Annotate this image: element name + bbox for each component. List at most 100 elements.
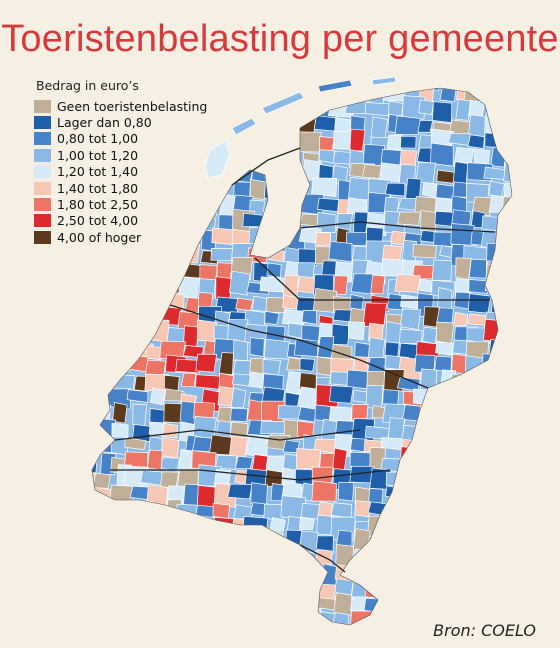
municipality [412,243,437,259]
municipality [92,354,101,373]
municipality [265,297,286,313]
municipality [297,248,319,267]
municipality [328,240,353,263]
municipality [473,472,490,489]
municipality [499,581,512,595]
legend-label: 1,20 tot 1,40 [57,164,139,180]
municipality [193,567,215,586]
municipality [195,504,216,518]
municipality [370,274,386,295]
municipality [435,500,460,521]
municipality [366,550,392,570]
legend-label: 4,00 of hoger [57,229,142,245]
municipality [345,231,369,247]
municipality [91,67,116,84]
municipality [416,464,434,487]
municipality [316,356,334,377]
municipality [92,195,98,211]
legend-title: Bedrag in euro’s [36,78,139,93]
municipality [276,591,303,615]
municipality [456,387,474,404]
municipality [266,111,287,136]
municipality [131,272,150,294]
island-schiermonnikoog [371,76,397,86]
municipality [131,582,149,599]
municipality [115,319,133,342]
municipality [230,545,247,567]
municipality [249,178,267,200]
municipality [195,72,217,87]
municipality [163,244,187,264]
municipality [435,341,454,356]
municipality [433,390,459,410]
municipality [113,88,129,89]
municipality [503,306,512,326]
municipality [164,209,183,229]
municipality [472,479,492,502]
legend-label: 1,40 tot 1,80 [57,180,139,196]
municipality [161,134,185,152]
municipality [486,407,512,424]
municipality [198,112,217,134]
municipality [173,545,200,569]
municipality [279,75,300,88]
municipality [141,277,167,298]
municipality [180,235,197,248]
municipality [484,435,502,451]
legend-swatch [34,165,51,179]
municipality [420,519,437,534]
municipality [145,345,162,361]
municipality [332,447,348,471]
municipality [160,147,180,166]
municipality [503,485,512,504]
municipality [146,160,167,181]
municipality [435,321,455,345]
municipality [283,584,300,600]
municipality [184,131,201,147]
municipality [96,534,114,552]
municipality [503,161,512,184]
municipality [399,487,425,505]
municipality [92,499,104,523]
municipality [299,516,315,531]
municipality [382,533,399,552]
municipality [112,553,131,568]
municipality [265,593,286,618]
municipality [246,399,263,422]
municipality [397,211,421,226]
municipality [231,88,258,108]
municipality [109,147,133,166]
municipality [354,341,371,358]
municipality [311,177,338,197]
municipality [485,263,503,281]
municipality [315,535,334,555]
island-terschelling [261,91,305,115]
municipality [507,389,512,413]
legend-item: 1,80 tot 2,50 [34,196,207,212]
municipality [98,500,118,526]
municipality [192,580,219,595]
municipality [117,133,133,148]
municipality [97,520,116,536]
municipality [264,180,291,202]
municipality [92,321,116,347]
municipality [92,581,97,602]
municipality [386,292,403,311]
legend-item: 0,80 tot 1,00 [34,131,207,147]
municipality [92,244,99,260]
municipality [150,208,167,230]
municipality [501,72,520,86]
municipality [245,612,272,625]
municipality [467,596,485,619]
municipality [268,214,287,234]
municipality [92,567,100,586]
municipality [194,533,218,557]
municipality [129,327,145,345]
municipality [160,457,180,472]
municipality [246,563,266,578]
municipality [349,451,372,469]
municipality [97,211,118,233]
municipality [264,310,280,326]
municipality [348,177,372,201]
municipality [209,97,232,118]
